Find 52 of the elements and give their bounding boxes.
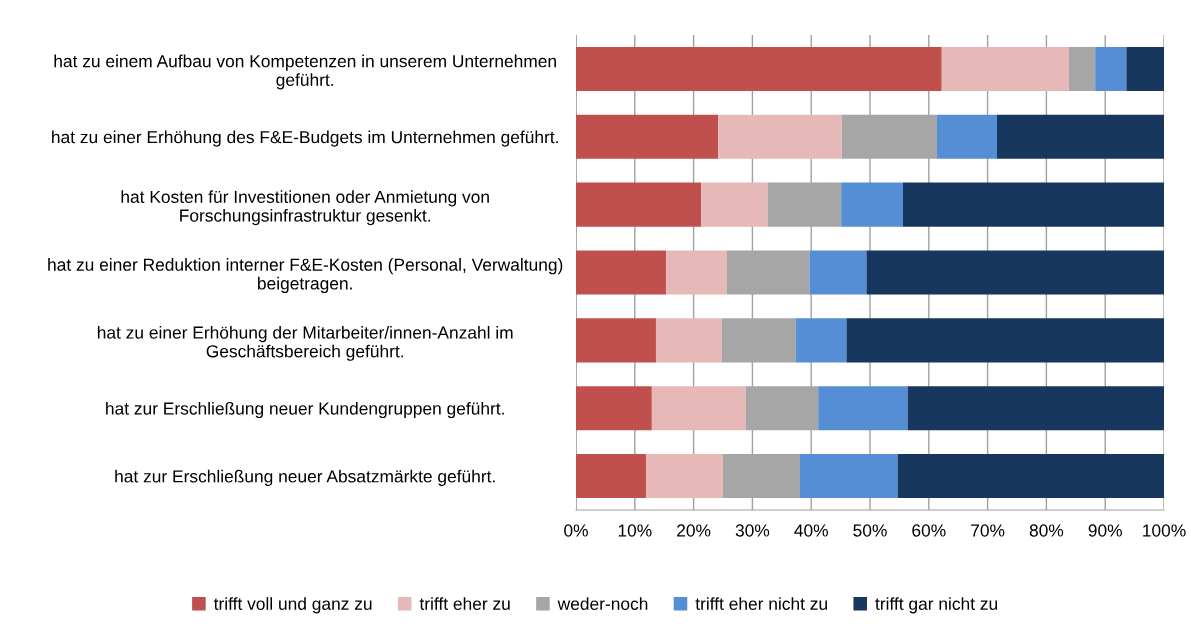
x-tick-label: 40%	[794, 524, 828, 537]
bar	[576, 114, 719, 159]
x-tick-label: 50%	[853, 524, 887, 537]
bar	[902, 182, 1164, 227]
legend-label: trifft gar nicht zu	[875, 597, 998, 614]
x-tick-label: 20%	[677, 524, 711, 537]
x-tick-label: 80%	[1029, 524, 1064, 537]
y-tick-label: hat zur Erschließung neuer Absatzmärkte geführt.	[115, 469, 495, 486]
bar	[655, 318, 722, 363]
bar	[818, 386, 908, 431]
bar	[1095, 46, 1127, 91]
bar	[841, 182, 903, 227]
y-tick-label: hat zu einem Aufbau von Kompetenzen in unserem Unternehmen geführt.	[54, 54, 556, 90]
bar	[846, 318, 1164, 363]
bar	[941, 46, 1069, 91]
x-tick-label: 0%	[564, 524, 588, 537]
y-tick-label: hat zu einer Erhöhung des F&E-Budgets im Unternehmen geführt.	[52, 130, 558, 147]
bar	[576, 318, 656, 363]
bar	[795, 318, 847, 363]
bar	[800, 454, 898, 499]
y-tick-label: hat zu einer Reduktion interner F&E-Kosten (Personal, Verwaltung) beigetragen.	[48, 258, 563, 293]
x-tick-label: 100%	[1143, 524, 1186, 537]
bar	[718, 114, 842, 159]
bar	[651, 386, 746, 431]
x-tick-label: 60%	[912, 524, 946, 537]
y-tick-label: hat zu einer Erhöhung der Mitarbeiter/innen-Anzahl im Geschäftsbereich geführt.	[97, 325, 513, 361]
x-tick-label: 30%	[735, 524, 770, 537]
bar	[576, 386, 652, 431]
bar	[576, 454, 646, 499]
bar	[907, 386, 1164, 431]
x-tick-label: 90%	[1088, 524, 1122, 537]
x-tick-label: 70%	[971, 524, 1005, 537]
bar	[997, 114, 1164, 159]
legend-label: trifft eher zu	[419, 597, 510, 610]
bar	[897, 454, 1164, 499]
x-tick-label: 10%	[618, 524, 652, 537]
legend-label: weder-noch	[557, 597, 648, 610]
bar	[576, 182, 702, 227]
bar	[665, 250, 727, 295]
y-tick-label: hat zur Erschließung neuer Kundengruppen geführt.	[106, 401, 504, 419]
bar	[645, 454, 723, 499]
legend-label: trifft eher nicht zu	[695, 597, 827, 610]
legend-label: trifft voll und ganz zu	[213, 597, 372, 614]
bar	[701, 182, 768, 227]
bar	[576, 46, 942, 91]
bar	[1068, 46, 1096, 91]
bar	[809, 250, 867, 295]
bar	[937, 114, 998, 159]
bar	[866, 250, 1164, 295]
bar	[576, 250, 666, 295]
y-tick-label: hat Kosten für Investitionen oder Anmietung von Forschungsinfrastruktur gesenkt.	[121, 190, 489, 226]
bar	[1126, 46, 1164, 91]
